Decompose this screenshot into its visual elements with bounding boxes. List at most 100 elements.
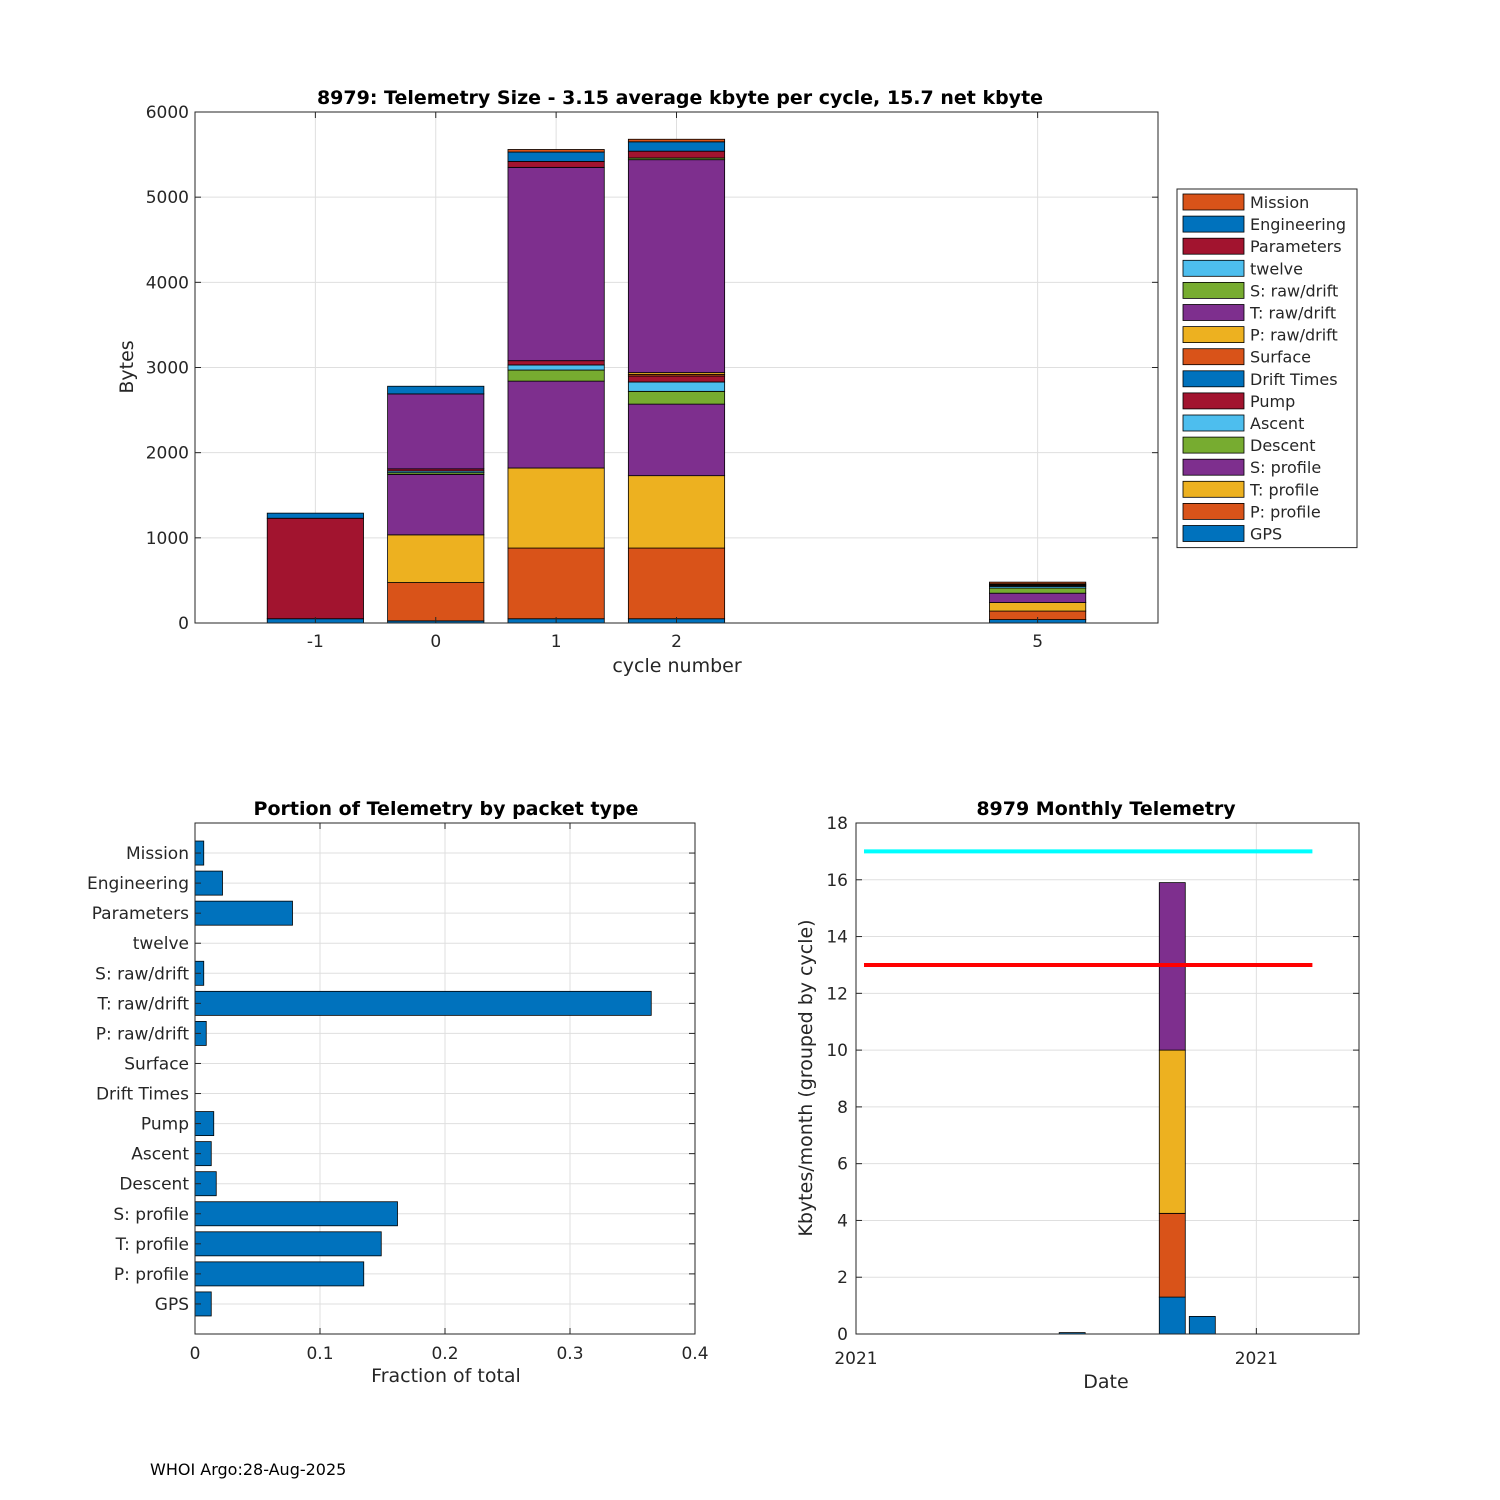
legend-label-p-profile: P: profile: [1250, 502, 1321, 521]
bar-segment-mission: [507, 149, 605, 153]
legend-swatch-mission: [1182, 193, 1245, 211]
legend-swatch-pump: [1182, 392, 1245, 410]
bar-segment-descent: [989, 587, 1087, 594]
y-tick-label-t-profile: T: profile: [115, 1235, 189, 1255]
bar-t-profile: [194, 1231, 382, 1257]
y-tick-label: 4000: [146, 273, 189, 293]
chart3-ylabel: Kbytes/month (grouped by cycle): [795, 919, 817, 1236]
bar-segment-engineering: [627, 141, 726, 152]
monthly-bar-segment: [1188, 1315, 1216, 1335]
chart3-ticks: 0 2 4 6 8 10 12 14 16 18 2021 2021: [826, 814, 1359, 1369]
y-tick-label: 2: [837, 1268, 848, 1288]
x-tick-label: -1: [307, 632, 324, 652]
bar-segment-t-profile: [627, 475, 726, 549]
y-tick-label: 0: [178, 614, 189, 634]
bar-segment-p-profile: [627, 547, 726, 620]
y-tick-label-engineering: Engineering: [87, 874, 189, 894]
bar-segment-mission: [627, 138, 726, 143]
legend-label-gps: GPS: [1250, 525, 1282, 544]
chart1-ylabel: Bytes: [116, 340, 138, 393]
y-tick-label: 16: [826, 871, 848, 891]
y-tick-label-gps: GPS: [155, 1295, 189, 1315]
legend-label-mission: Mission: [1250, 193, 1309, 212]
legend-swatch-parameters: [1182, 237, 1245, 255]
y-tick-label: 6: [837, 1155, 848, 1175]
legend-label-s-profile: S: profile: [1250, 458, 1321, 477]
bar-segment-mission: [989, 581, 1087, 585]
bar-segment-parameters: [507, 160, 605, 168]
legend-swatch-drift-times: [1182, 370, 1245, 388]
bar-segment-t-raw-drift: [387, 393, 485, 470]
legend-swatch-s-raw-drift: [1182, 281, 1245, 299]
bar-segment-s-profile: [989, 592, 1087, 603]
bar-segment-s-profile: [627, 403, 726, 477]
y-tick-label-parameters: Parameters: [92, 904, 189, 924]
y-tick-label-descent: Descent: [119, 1175, 189, 1195]
chart3-title: 8979 Monthly Telemetry: [976, 798, 1236, 820]
bar-segment-engineering: [387, 385, 485, 395]
bar-segment-s-profile: [507, 380, 605, 469]
y-tick-label-mission: Mission: [126, 844, 189, 864]
y-tick-label: 10: [826, 1041, 848, 1061]
bar-segment-pump: [507, 360, 605, 366]
legend-swatch-gps: [1182, 525, 1245, 542]
y-tick-label-drift-times: Drift Times: [96, 1085, 189, 1105]
portion-by-packet-chart: 0 0.1 0.2 0.3 0.4 Mission Engineering Parameter…: [87, 798, 709, 1387]
chart2-ticks: 0 0.1 0.2 0.3 0.4 Mission Engineering Parameter…: [87, 823, 709, 1364]
bar-p-profile: [194, 1261, 365, 1287]
x-tick-label: 1: [551, 632, 562, 652]
bar-s-profile: [194, 1201, 398, 1227]
legend-label-surface: Surface: [1250, 348, 1311, 367]
telemetry-size-chart: 0 1000 2000 3000 4000 5000 6000 -1 0 1 2 5 8979: Te…: [116, 87, 1358, 677]
bar-t-raw-drift: [194, 990, 652, 1016]
x-tick-label: 0.4: [681, 1344, 708, 1364]
bar-segment-pump: [627, 375, 726, 383]
legend-swatch-p-raw-drift: [1182, 326, 1245, 344]
x-tick-label: 0.3: [556, 1344, 583, 1364]
monthly-bar-segment: [1158, 1049, 1186, 1214]
monthly-telemetry-chart: 0 2 4 6 8 10 12 14 16 18 2021 2021 8979 Monthly Tel…: [795, 798, 1360, 1393]
y-tick-label: 12: [826, 984, 848, 1004]
legend-label-s-raw-drift: S: raw/drift: [1250, 281, 1338, 300]
chart3-xlabel: Date: [1083, 1371, 1128, 1393]
y-tick-label: 14: [826, 928, 848, 948]
bar-segment-s-profile: [387, 473, 485, 536]
y-tick-label: 2000: [146, 444, 189, 464]
legend-swatch-engineering: [1182, 215, 1245, 233]
x-tick-label: 5: [1032, 632, 1043, 652]
legend-label-descent: Descent: [1250, 436, 1316, 455]
y-tick-label: 8: [837, 1098, 848, 1118]
bar-segment-parameters: [627, 150, 726, 159]
bar-segment-parameters: [266, 517, 364, 620]
x-tick-label: 0: [430, 632, 441, 652]
monthly-bar-segment: [1158, 1296, 1186, 1335]
x-tick-label: 0: [190, 1344, 201, 1364]
chart3-axes-background: [856, 823, 1359, 1334]
bar-segment-t-raw-drift: [627, 159, 726, 374]
y-tick-label-surface: Surface: [124, 1054, 189, 1074]
y-tick-label-ascent: Ascent: [131, 1145, 189, 1165]
bar-segment-t-raw-drift: [507, 166, 605, 362]
bar-segment-t-profile: [507, 467, 605, 549]
legend-swatch-descent: [1182, 436, 1245, 454]
y-tick-label-s-raw-drift: S: raw/drift: [95, 964, 189, 984]
legend-swatch-t-raw-drift: [1182, 304, 1245, 321]
chart2-title: Portion of Telemetry by packet type: [254, 798, 639, 820]
y-tick-label: 3000: [146, 359, 189, 379]
chart1-title: 8979: Telemetry Size - 3.15 average kbyt…: [317, 87, 1043, 109]
legend-label-engineering: Engineering: [1250, 215, 1346, 234]
bar-segment-engineering: [266, 512, 364, 519]
y-tick-label: 1000: [146, 529, 189, 549]
bar-segment-p-profile: [387, 582, 485, 622]
legend-label-parameters: Parameters: [1250, 237, 1342, 256]
x-tick-label: 2021: [1235, 1349, 1278, 1369]
y-tick-label-t-raw-drift: T: raw/drift: [96, 994, 189, 1014]
bar-parameters: [194, 900, 293, 926]
legend-swatch-s-profile: [1182, 458, 1245, 476]
legend-label-ascent: Ascent: [1250, 414, 1304, 433]
bar-segment-t-profile: [989, 602, 1087, 612]
legend-label-twelve: twelve: [1250, 259, 1303, 278]
footer-timestamp: WHOI Argo:28-Aug-2025: [150, 1460, 347, 1479]
chart3-lines: [864, 849, 1313, 967]
